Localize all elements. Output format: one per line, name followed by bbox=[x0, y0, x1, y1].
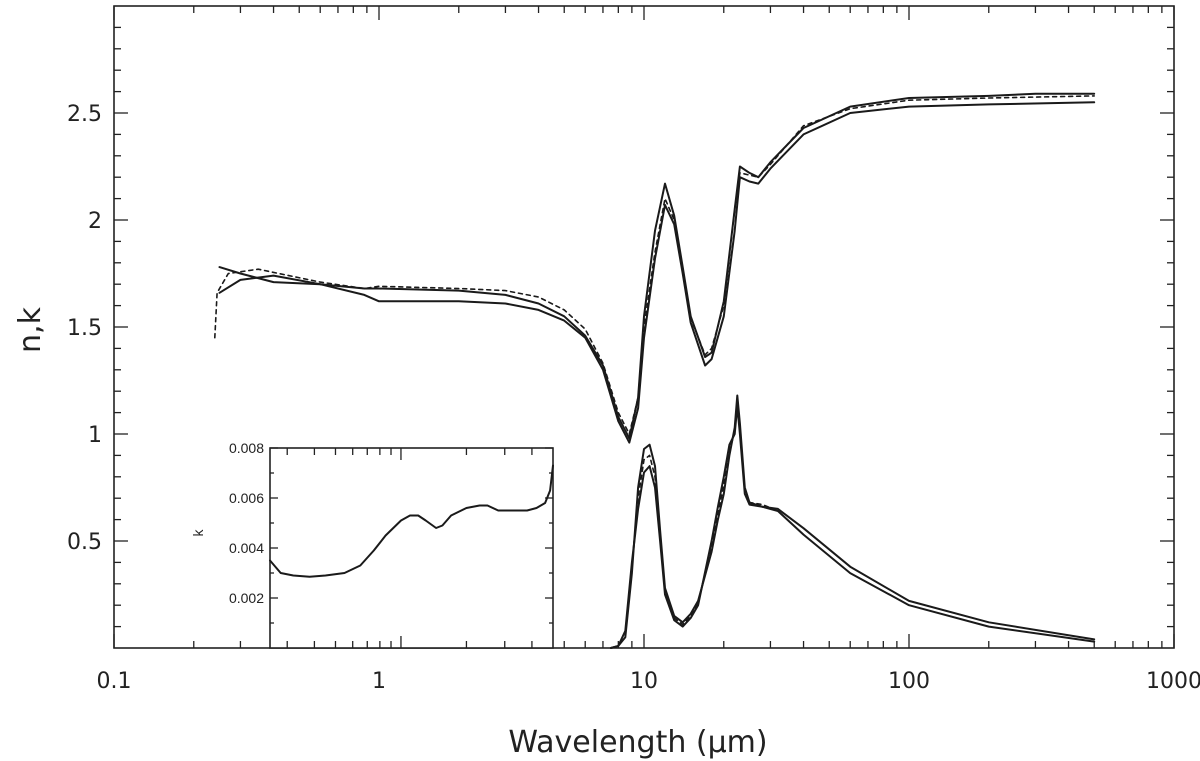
x-tick-label: 100 bbox=[888, 669, 930, 694]
inset-y-tick-label: 0.006 bbox=[229, 490, 264, 506]
y-tick-label: 2.5 bbox=[67, 102, 102, 127]
series-line-5 bbox=[609, 405, 1096, 649]
y-tick-label: 1 bbox=[88, 423, 102, 448]
y-axis-title: n,k bbox=[13, 306, 48, 353]
x-axis-ticks: 0.1 1 10 100 1000 bbox=[97, 6, 1200, 694]
series-line-3 bbox=[214, 95, 1095, 435]
series-line-6 bbox=[631, 401, 779, 626]
x-tick-label: 1000 bbox=[1146, 669, 1200, 694]
y-tick-label: 1.5 bbox=[67, 316, 102, 341]
inset-y-axis-title: k bbox=[190, 529, 206, 537]
y-tick-label: 2 bbox=[88, 209, 102, 234]
series-line-4 bbox=[609, 394, 1096, 649]
inset-plot: 0.002 0.004 0.006 0.008 k bbox=[190, 440, 554, 649]
inset-y-tick-label: 0.008 bbox=[229, 440, 264, 456]
inset-y-tick-label: 0.004 bbox=[229, 540, 264, 556]
series-line-2 bbox=[218, 101, 1096, 444]
inset-y-tick-label: 0.002 bbox=[229, 590, 264, 606]
y-axis-ticks: 0.5 1 1.5 2 2.5 bbox=[67, 26, 1174, 628]
series-line-1 bbox=[218, 92, 1096, 440]
x-tick-label: 10 bbox=[630, 669, 658, 694]
inset-axis-ticks: 0.002 0.004 0.006 0.008 bbox=[229, 440, 553, 648]
x-axis-title: Wavelength (μm) bbox=[508, 725, 767, 760]
inset-series-line-1 bbox=[269, 464, 554, 578]
main-series-group bbox=[214, 92, 1096, 649]
x-tick-label: 1 bbox=[372, 669, 386, 694]
x-tick-label: 0.1 bbox=[97, 669, 132, 694]
inset-frame bbox=[269, 447, 554, 649]
y-tick-label: 0.5 bbox=[67, 530, 102, 555]
inset-series-group bbox=[269, 464, 554, 578]
